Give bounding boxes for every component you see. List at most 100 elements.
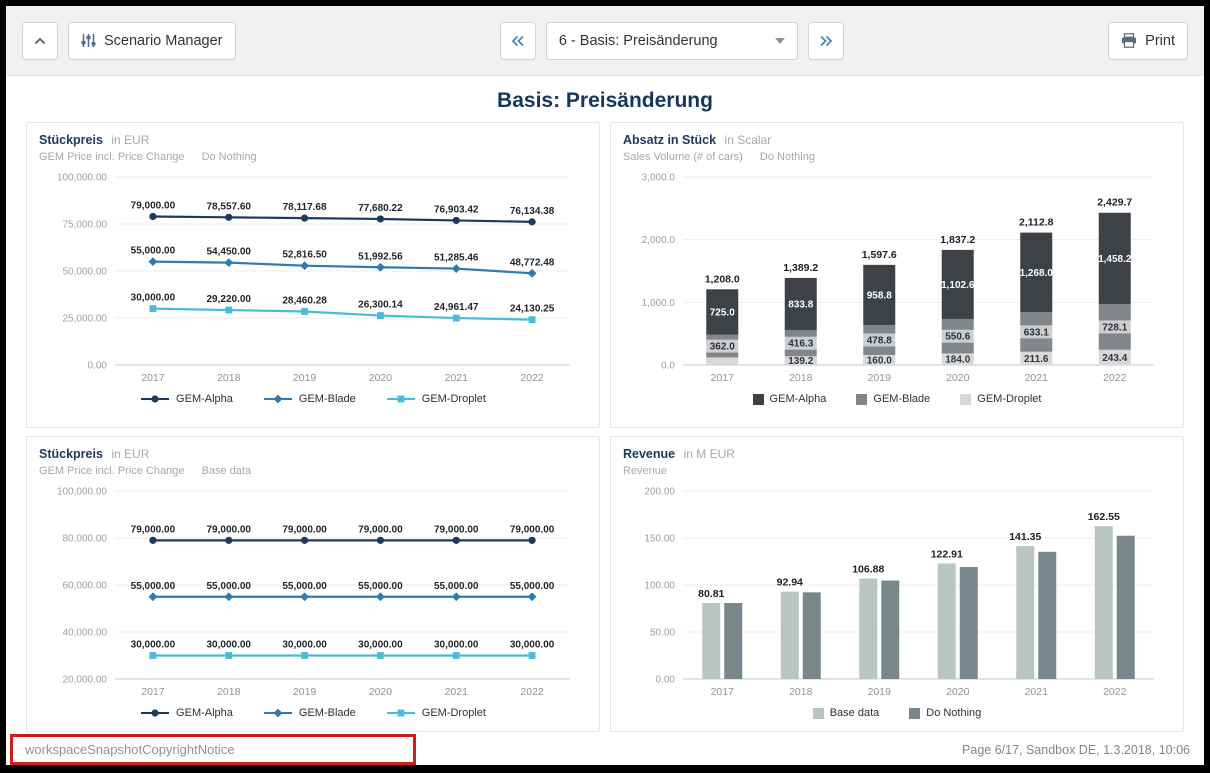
legend-marker-icon — [386, 709, 415, 717]
svg-text:633.1: 633.1 — [1024, 327, 1049, 338]
legend-item: GEM-Blade — [263, 707, 356, 719]
legend-marker-icon — [386, 395, 415, 403]
grouped-bar-chart: 0.00 50.00 100.00 150.00 200.00 2017 2018 2019 2… — [644, 487, 1154, 698]
svg-text:2020: 2020 — [369, 372, 393, 384]
svg-text:2,000.0: 2,000.0 — [642, 235, 676, 246]
legend-label: GEM-Blade — [298, 393, 356, 405]
svg-text:2020: 2020 — [369, 686, 393, 698]
svg-text:54,450.00: 54,450.00 — [207, 247, 252, 258]
svg-text:1,000.0: 1,000.0 — [642, 298, 676, 309]
svg-text:30,000.00: 30,000.00 — [358, 640, 403, 651]
chart-unit: in EUR — [111, 133, 150, 147]
svg-text:0.00: 0.00 — [656, 675, 676, 686]
svg-text:78,557.60: 78,557.60 — [207, 201, 252, 212]
page-selector-value: 6 - Basis: Preisänderung — [558, 32, 718, 49]
double-chevron-right-icon — [820, 35, 833, 46]
svg-text:80.81: 80.81 — [698, 588, 724, 600]
svg-text:55,000.00: 55,000.00 — [207, 581, 252, 592]
chart-panel-revenue: Revenue in M EUR Revenue 0.00 50.00 100.00… — [610, 436, 1184, 732]
line-chart: 20,000.00 40,000.00 60,000.00 80,000.00 100,… — [57, 487, 570, 698]
legend-item: GEM-Blade — [263, 393, 356, 405]
chart-subtitle: GEM Price incl. Price Change — [39, 151, 185, 163]
chart-scenario: Do Nothing — [759, 151, 815, 163]
legend-label: Base data — [829, 707, 880, 719]
chart-title: Revenue — [623, 447, 676, 461]
chart-header: Revenue in M EUR Revenue — [623, 445, 1171, 477]
svg-text:3,000.0: 3,000.0 — [642, 173, 676, 184]
svg-text:55,000.00: 55,000.00 — [358, 581, 403, 592]
svg-text:48,772.48: 48,772.48 — [510, 257, 555, 268]
chart-unit: in EUR — [111, 447, 150, 461]
svg-text:78,117.68: 78,117.68 — [283, 202, 327, 213]
svg-text:79,000.00: 79,000.00 — [358, 524, 403, 535]
svg-text:2018: 2018 — [217, 686, 241, 698]
scenario-manager-button[interactable]: Scenario Manager — [68, 21, 236, 60]
page-title: Basis: Preisänderung — [497, 89, 713, 112]
svg-text:2020: 2020 — [946, 686, 970, 698]
svg-text:162.55: 162.55 — [1088, 511, 1120, 523]
svg-text:80,000.00: 80,000.00 — [63, 534, 108, 545]
legend-item: GEM-Droplet — [386, 707, 486, 719]
svg-text:1,837.2: 1,837.2 — [940, 234, 975, 246]
legend-swatch — [909, 707, 921, 719]
svg-text:24,130.25: 24,130.25 — [510, 304, 555, 315]
legend-label: Do Nothing — [926, 707, 982, 719]
svg-text:100.00: 100.00 — [644, 581, 675, 592]
svg-text:30,000.00: 30,000.00 — [434, 640, 479, 651]
svg-text:2017: 2017 — [711, 372, 735, 384]
svg-text:2020: 2020 — [946, 372, 970, 384]
chart-title: Stückpreis — [39, 133, 103, 147]
chart-subtitle: Revenue — [623, 465, 668, 477]
legend-item: GEM-Alpha — [752, 393, 826, 405]
chart-subtitle: GEM Price incl. Price Change — [39, 465, 185, 477]
svg-text:122.91: 122.91 — [931, 548, 963, 560]
footer: workspaceSnapshotCopyrightNotice Page 6/… — [6, 732, 1204, 773]
chart-legend: GEM-Alpha GEM-Blade GEM-Droplet — [39, 393, 587, 405]
svg-text:79,000.00: 79,000.00 — [131, 200, 176, 211]
chart-scenario: Base data — [201, 465, 252, 477]
page-selector-dropdown[interactable]: 6 - Basis: Preisänderung — [545, 21, 798, 60]
previous-page-button[interactable] — [499, 21, 536, 60]
chart-legend: GEM-Alpha GEM-Blade GEM-Droplet — [39, 707, 587, 719]
svg-text:478.8: 478.8 — [867, 335, 892, 346]
legend-marker-icon — [141, 709, 170, 717]
next-page-button[interactable] — [807, 21, 844, 60]
svg-text:2021: 2021 — [445, 372, 469, 384]
svg-text:30,000.00: 30,000.00 — [510, 640, 555, 651]
toolbar-left-group: Scenario Manager — [22, 21, 236, 60]
chart-header: Stückpreis in EUR GEM Price incl. Price … — [39, 131, 587, 163]
svg-text:2022: 2022 — [1103, 686, 1127, 698]
svg-text:2019: 2019 — [293, 372, 317, 384]
svg-text:2017: 2017 — [141, 686, 165, 698]
svg-text:79,000.00: 79,000.00 — [207, 524, 252, 535]
svg-text:55,000.00: 55,000.00 — [282, 581, 327, 592]
chart-legend: Base data Do Nothing — [623, 707, 1171, 719]
svg-text:100,000.00: 100,000.00 — [57, 487, 107, 498]
svg-text:51,992.56: 51,992.56 — [358, 251, 403, 262]
svg-text:243.4: 243.4 — [1102, 353, 1127, 364]
copyright-notice-text: workspaceSnapshotCopyrightNotice — [25, 742, 235, 757]
chart-header: Absatz in Stück in Scalar Sales Volume (… — [623, 131, 1171, 163]
svg-text:2021: 2021 — [445, 686, 469, 698]
collapse-toolbar-button[interactable] — [22, 21, 58, 60]
svg-text:40,000.00: 40,000.00 — [63, 628, 108, 639]
svg-text:2022: 2022 — [520, 686, 544, 698]
svg-text:76,903.42: 76,903.42 — [434, 204, 479, 215]
printer-icon — [1122, 33, 1137, 48]
svg-text:79,000.00: 79,000.00 — [131, 524, 176, 535]
toolbar-center-group: 6 - Basis: Preisänderung — [236, 21, 1109, 60]
svg-text:150.00: 150.00 — [644, 534, 675, 545]
legend-label: GEM-Alpha — [176, 707, 233, 719]
svg-text:2021: 2021 — [1025, 686, 1049, 698]
print-button[interactable]: Print — [1108, 21, 1188, 60]
svg-text:139.2: 139.2 — [788, 356, 813, 367]
svg-text:50,000.00: 50,000.00 — [63, 267, 108, 278]
svg-text:79,000.00: 79,000.00 — [434, 524, 479, 535]
svg-text:28,460.28: 28,460.28 — [282, 295, 327, 306]
svg-text:52,816.50: 52,816.50 — [282, 250, 327, 261]
svg-text:30,000.00: 30,000.00 — [131, 640, 176, 651]
svg-text:92.94: 92.94 — [777, 577, 803, 589]
svg-text:24,961.47: 24,961.47 — [434, 302, 479, 313]
chart-scenario: Do Nothing — [201, 151, 257, 163]
toolbar: Scenario Manager 6 - Basis: Preisänderun… — [6, 6, 1204, 76]
